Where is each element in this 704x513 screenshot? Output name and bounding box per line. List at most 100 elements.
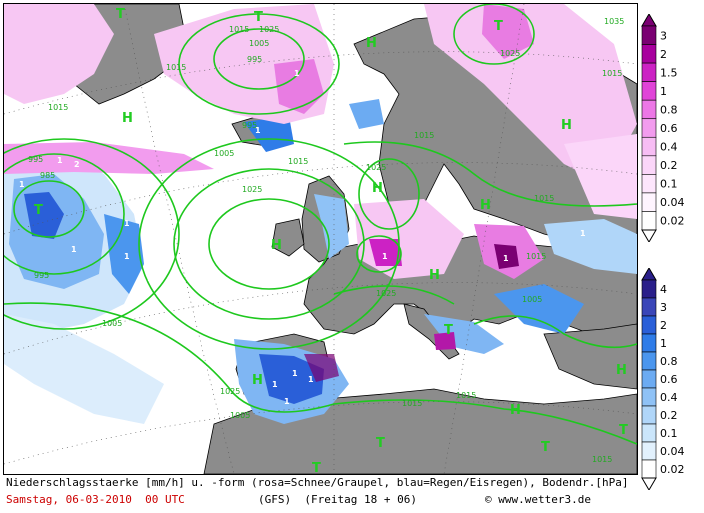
snow-legend-swatch xyxy=(641,44,657,64)
ireland xyxy=(271,218,305,257)
high-center-label: H xyxy=(480,198,491,213)
rain-legend-label: 4 xyxy=(660,283,667,296)
rain-legend-swatch xyxy=(641,297,657,317)
isobar-arctic-high xyxy=(453,4,535,65)
isobar-balkans xyxy=(473,315,637,349)
low-center-label: T xyxy=(376,436,385,451)
chart-caption: Niederschlagsstaerke [mm/h] u. -form (ro… xyxy=(3,474,638,510)
isobar-value: 1015 xyxy=(526,252,546,261)
snow-legend-swatch xyxy=(641,155,657,175)
isobar-value: 1035 xyxy=(604,17,624,26)
snow-legend-swatch xyxy=(641,174,657,194)
rate-markers: 1 2 1 1 1 1 1 1 1 1 1 1 1 1 1 1 xyxy=(19,69,586,406)
snow-legend-label: 0.04 xyxy=(660,196,685,209)
rain-legend-label: 0.1 xyxy=(660,427,678,440)
snow-legend-top-arrow xyxy=(641,14,657,27)
isobar-value: 1015 xyxy=(166,63,186,72)
isobar-value: 1015 xyxy=(229,25,249,34)
rate-value: 1 xyxy=(124,252,130,261)
rate-value: 1 xyxy=(503,254,509,263)
high-center-label: H xyxy=(510,403,521,418)
rain-norway xyxy=(349,99,384,129)
rain-legend-top-arrow xyxy=(641,268,657,281)
rate-value: 2 xyxy=(74,160,80,169)
graticule xyxy=(4,4,637,474)
rain-balkans xyxy=(494,284,584,334)
isobar-low-985 xyxy=(13,180,85,238)
isobar-value: 1025 xyxy=(220,387,240,396)
mix-iberia xyxy=(304,354,339,382)
rain-atlantic-core xyxy=(24,192,64,239)
rain-legend-bottom-arrow xyxy=(641,477,657,490)
snow-arctic xyxy=(424,4,637,184)
snow-atlantic-band xyxy=(4,142,214,174)
rain-east xyxy=(544,219,637,274)
isobar-value: 995 xyxy=(34,271,49,280)
snow-greenland-core xyxy=(274,59,324,114)
snow-legend-label: 0.8 xyxy=(660,103,678,116)
snow-legend-label: 0.4 xyxy=(660,141,678,154)
isobar-high-1025 xyxy=(173,168,365,320)
snow-legend-label: 1.5 xyxy=(660,66,678,79)
isobar-europe-1015 xyxy=(343,141,637,207)
isobar-central-low xyxy=(356,235,402,273)
isobar-value: 1015 xyxy=(402,399,422,408)
snow-legend-swatch xyxy=(641,62,657,82)
rate-value: 1 xyxy=(382,252,388,261)
isobar-value: 1015 xyxy=(48,103,68,112)
isobar-value: 995 xyxy=(247,55,262,64)
rate-value: 1 xyxy=(580,229,586,238)
rate-value: 1 xyxy=(57,156,63,165)
low-center-label: T xyxy=(444,323,453,338)
rain-legend-label: 2 xyxy=(660,319,667,332)
rate-value: 1 xyxy=(272,380,278,389)
rain-legend-swatch xyxy=(641,405,657,425)
rain-legend-label: 1 xyxy=(660,337,667,350)
snow-legend-label: 0.2 xyxy=(660,159,678,172)
rain-iberia-core xyxy=(259,354,324,404)
caption-description: Niederschlagsstaerke [mm/h] u. -form (ro… xyxy=(6,476,629,489)
rain-legend-label: 0.04 xyxy=(660,445,685,458)
isobar-value: 1015 xyxy=(456,391,476,400)
rate-value: 1 xyxy=(147,274,153,283)
isobar-value: 995 xyxy=(242,121,257,130)
snow-italy-core xyxy=(434,332,456,350)
high-center-label: H xyxy=(271,238,282,253)
isobar-low-1005 xyxy=(4,138,180,330)
isobar-greenland-low-2 xyxy=(178,13,340,115)
snow-legend-label: 0.1 xyxy=(660,178,678,191)
snow-legend-swatch xyxy=(641,136,657,157)
high-center-label: H xyxy=(366,36,377,51)
snow-legend-swatch xyxy=(641,99,657,120)
snow-greenland-west xyxy=(4,4,114,104)
rain-legend-swatch xyxy=(641,459,657,479)
rain-legend-label: 0.4 xyxy=(660,391,678,404)
isobar-value: 1015 xyxy=(288,157,308,166)
isobar-value: 1025 xyxy=(366,163,386,172)
isobar-value: 1005 xyxy=(102,319,122,328)
snow-russia xyxy=(564,134,637,219)
isobar-high-1015 xyxy=(138,138,400,350)
rate-value: 1 xyxy=(308,375,314,384)
isobar-alps xyxy=(333,285,455,305)
rain-atlantic-band xyxy=(104,214,144,294)
map-canvas: H H H H H H H H H H T T T T T T T T T xyxy=(4,4,637,474)
snow-central-core xyxy=(369,239,402,266)
rain-color-legend: 4 3 2 1 0.8 0.6 0.4 0.2 0.1 0.04 0.02 xyxy=(640,268,704,490)
snow-legend-swatch xyxy=(641,118,657,138)
rain-legend-swatch xyxy=(641,423,657,443)
snow-arctic-core xyxy=(482,4,534,59)
rain-legend-label: 3 xyxy=(660,301,667,314)
rate-value: 1 xyxy=(19,180,25,189)
isobar-value: 1005 xyxy=(522,295,542,304)
rain-legend-swatch xyxy=(641,441,657,461)
isobar-value: 995 xyxy=(28,155,43,164)
rain-legend-label: 0.6 xyxy=(660,373,678,386)
isobar-scandinavia-high xyxy=(358,158,420,230)
snow-areas xyxy=(4,4,637,350)
isobar-high-core xyxy=(208,198,330,290)
isobar-value: 1025 xyxy=(259,25,279,34)
isobar-greenland-low xyxy=(213,28,305,90)
snow-legend-bar: 3 2 1.5 1 0.8 0.6 0.4 0.2 0.1 0.04 0.02 xyxy=(641,14,685,242)
isobar-value: 1025 xyxy=(242,185,262,194)
